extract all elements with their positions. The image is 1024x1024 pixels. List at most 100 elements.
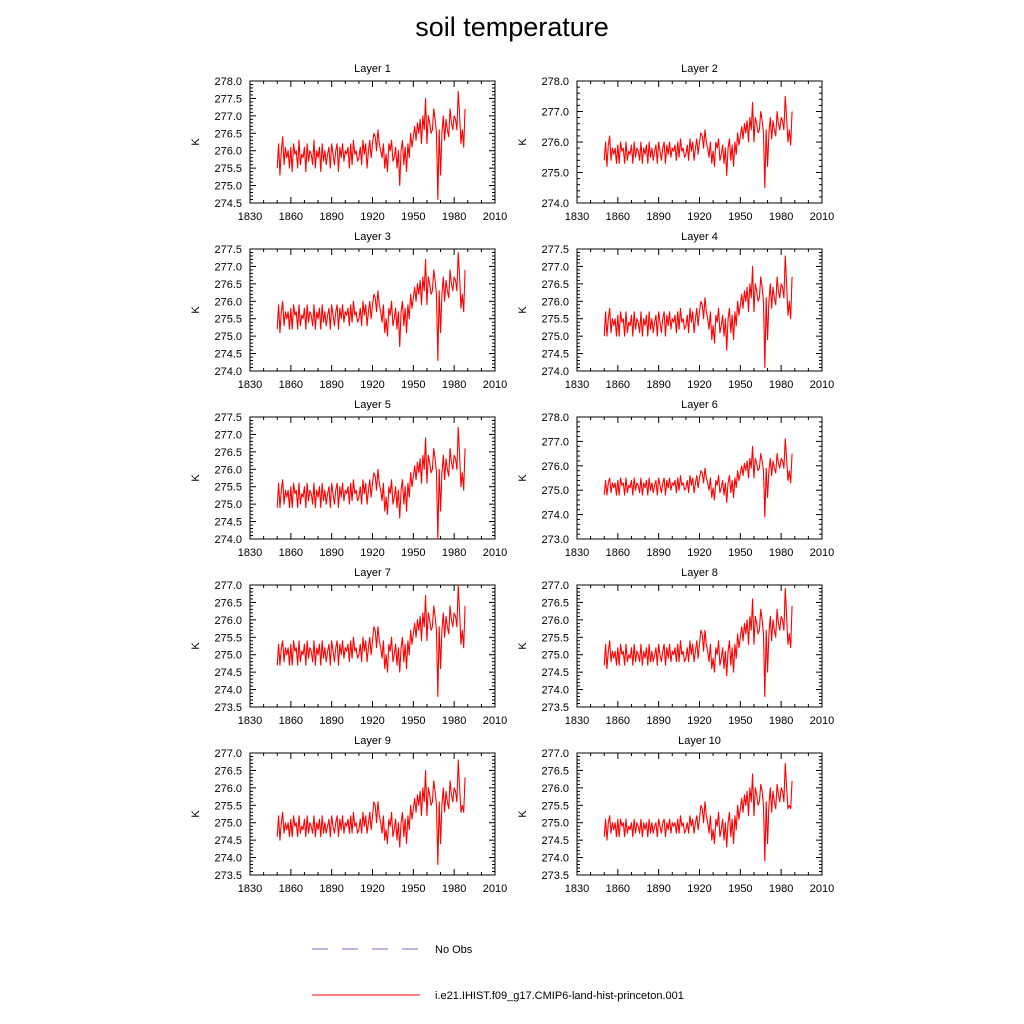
y-tick-label: 273.5 <box>541 702 569 714</box>
x-tick-label: 1830 <box>238 211 262 223</box>
legend: No Obs i.e21.IHIST.f09_g17.CMIP6-land-hi… <box>312 944 684 1002</box>
x-tick-label: 1950 <box>728 379 752 391</box>
panel-layer-6: Layer 6 K 1830 1860 1890 1920 1950 1980 2010 273.… <box>517 399 834 559</box>
y-tick-label: 274.0 <box>214 853 242 865</box>
x-tick-label: 1980 <box>769 547 793 559</box>
y-tick-label: 276.5 <box>541 279 569 291</box>
panels-group: Layer 1 K 1830 1860 1890 1920 1950 1980 2010 274.… <box>190 63 834 895</box>
y-tick-label: 276.0 <box>541 296 569 308</box>
x-tick-label: 1830 <box>565 211 589 223</box>
y-tick-label: 275.0 <box>541 331 569 343</box>
x-tick-label: 1980 <box>442 211 466 223</box>
y-tick-label: 277.0 <box>541 107 569 119</box>
y-tick-label: 274.0 <box>541 198 569 210</box>
y-tick-label: 277.0 <box>541 436 569 448</box>
y-tick-label: 277.5 <box>214 244 242 256</box>
x-tick-label: 2010 <box>810 715 834 727</box>
y-tick-label: 274.0 <box>214 534 242 546</box>
x-tick-label: 1980 <box>769 715 793 727</box>
x-tick-label: 1920 <box>687 715 711 727</box>
figure-title: soil temperature <box>415 12 609 42</box>
x-tick-label: 1950 <box>728 547 752 559</box>
x-tick-label: 1980 <box>769 211 793 223</box>
y-tick-label: 274.5 <box>214 835 242 847</box>
x-tick-label: 1920 <box>360 715 384 727</box>
y-axis-label: K <box>190 810 202 818</box>
x-tick-label: 1980 <box>442 379 466 391</box>
x-tick-label: 1920 <box>360 211 384 223</box>
x-tick-label: 1980 <box>769 883 793 895</box>
y-tick-label: 275.0 <box>214 181 242 193</box>
series-line <box>276 584 466 698</box>
x-tick-label: 1830 <box>238 547 262 559</box>
y-tick-label: 278.0 <box>541 76 569 88</box>
y-tick-label: 275.0 <box>541 485 569 497</box>
x-tick-label: 1860 <box>279 715 303 727</box>
x-tick-label: 1980 <box>769 379 793 391</box>
panel-layer-10: Layer 10 K 1830 1860 1890 1920 1950 1980 2010 273… <box>517 735 834 895</box>
y-tick-label: 278.0 <box>214 76 242 88</box>
x-tick-label: 1920 <box>360 379 384 391</box>
x-tick-label: 1890 <box>646 379 670 391</box>
x-tick-label: 1830 <box>565 715 589 727</box>
legend-model-label: i.e21.IHIST.f09_g17.CMIP6-land-hist-prin… <box>435 990 684 1002</box>
series-line <box>276 251 466 362</box>
x-tick-label: 1890 <box>319 211 343 223</box>
y-tick-label: 275.5 <box>214 482 242 494</box>
x-tick-label: 1830 <box>238 379 262 391</box>
y-axis-label: K <box>517 138 529 146</box>
x-tick-label: 2010 <box>810 883 834 895</box>
x-tick-label: 1890 <box>646 883 670 895</box>
panel-title: Layer 1 <box>354 63 391 75</box>
x-tick-label: 1890 <box>319 379 343 391</box>
y-axis-label: K <box>517 810 529 818</box>
y-tick-label: 275.0 <box>541 650 569 662</box>
y-tick-label: 275.5 <box>541 314 569 326</box>
y-tick-label: 277.0 <box>541 748 569 760</box>
x-tick-label: 1860 <box>279 379 303 391</box>
y-tick-label: 275.0 <box>541 818 569 830</box>
panel-layer-9: Layer 9 K 1830 1860 1890 1920 1950 1980 2010 273.… <box>190 735 507 895</box>
y-tick-label: 276.5 <box>541 765 569 777</box>
y-tick-label: 276.5 <box>214 765 242 777</box>
series-line <box>276 759 466 866</box>
y-axis-label: K <box>517 306 529 314</box>
y-tick-label: 275.5 <box>541 632 569 644</box>
y-tick-label: 276.0 <box>214 464 242 476</box>
x-tick-label: 1860 <box>606 379 630 391</box>
y-axis-label: K <box>517 642 529 650</box>
y-tick-label: 273.5 <box>214 870 242 882</box>
x-tick-label: 1950 <box>401 715 425 727</box>
y-tick-label: 275.0 <box>214 650 242 662</box>
panel-title: Layer 8 <box>681 567 718 579</box>
y-axis-label: K <box>190 474 202 482</box>
y-tick-label: 273.0 <box>541 534 569 546</box>
y-tick-label: 277.0 <box>214 429 242 441</box>
y-tick-label: 275.5 <box>541 800 569 812</box>
x-tick-label: 1890 <box>646 715 670 727</box>
x-tick-label: 1950 <box>401 379 425 391</box>
y-axis-label: K <box>517 474 529 482</box>
y-tick-label: 273.5 <box>214 702 242 714</box>
y-tick-label: 276.0 <box>214 783 242 795</box>
x-tick-label: 1860 <box>279 883 303 895</box>
x-tick-label: 1950 <box>728 211 752 223</box>
x-tick-label: 1920 <box>360 883 384 895</box>
x-tick-label: 1920 <box>687 379 711 391</box>
series-line <box>603 587 793 698</box>
y-tick-label: 276.0 <box>541 137 569 149</box>
panel-title: Layer 5 <box>354 399 391 411</box>
panel-title: Layer 7 <box>354 567 391 579</box>
y-tick-label: 274.5 <box>541 349 569 361</box>
x-tick-label: 1890 <box>319 715 343 727</box>
x-tick-label: 1830 <box>565 379 589 391</box>
y-tick-label: 276.5 <box>541 597 569 609</box>
y-tick-label: 274.0 <box>214 366 242 378</box>
x-tick-label: 1860 <box>606 715 630 727</box>
panel-title: Layer 3 <box>354 231 391 243</box>
y-tick-label: 274.0 <box>541 510 569 522</box>
series-line <box>276 90 466 201</box>
y-tick-label: 276.5 <box>214 447 242 459</box>
y-axis-label: K <box>190 138 202 146</box>
